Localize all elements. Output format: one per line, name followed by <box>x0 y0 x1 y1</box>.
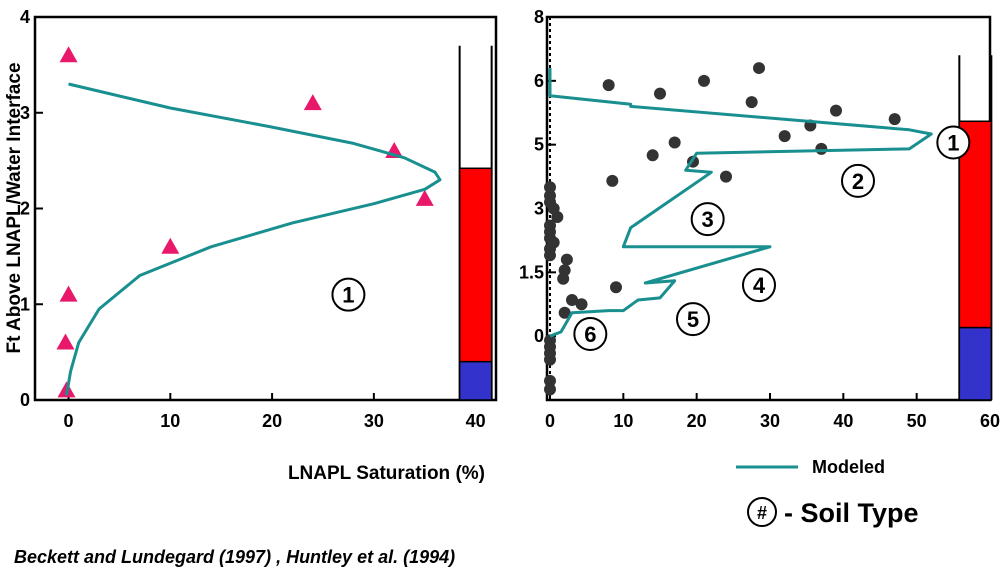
right-measured-dot <box>566 293 578 306</box>
left-xtick-label: 20 <box>262 411 282 431</box>
right-xtick-label: 50 <box>907 411 927 431</box>
left-ytick-label: 1 <box>20 294 30 314</box>
right-chart: 8 6 5 3 1.5 0 0 10 20 30 40 50 60 1 2 3 4 5 6 <box>519 7 1000 431</box>
left-plot-frame <box>33 15 498 402</box>
right-xtick-label: 60 <box>980 411 1000 431</box>
right-depth-column <box>958 55 993 401</box>
left-xtick-label: 10 <box>160 411 180 431</box>
right-xtick-label: 40 <box>833 411 853 431</box>
y-axis-label: Ft Above LNAPL/Water Interface <box>4 62 25 353</box>
left-measured-triangle <box>56 333 75 350</box>
right-soil-label-circle <box>936 125 971 160</box>
left-chart: 0 1 2 3 4 0 10 20 30 40 1 <box>20 7 498 431</box>
right-measured-dot <box>544 383 556 396</box>
right-series <box>544 62 933 396</box>
right-soil-label-circle <box>690 202 725 237</box>
left-measured-triangle <box>303 94 322 111</box>
right-measured-dot <box>830 104 842 117</box>
right-ytick-label: 1.5 <box>519 262 544 282</box>
right-measured-dot <box>753 62 765 75</box>
right-soil-label-circle <box>676 302 710 337</box>
left-ytick-label: 4 <box>20 7 30 27</box>
right-soil-label-circle <box>573 317 608 352</box>
right-measured-dot <box>602 79 615 92</box>
right-measured-dot <box>575 298 588 311</box>
right-measured-dot <box>698 74 710 87</box>
right-water-zone <box>958 326 993 401</box>
right-ytick-label: 8 <box>534 7 544 27</box>
left-y-ticks: 0 1 2 3 4 <box>20 7 43 410</box>
right-ytick-label: 0 <box>534 326 544 346</box>
left-lnapl-zone <box>458 167 493 363</box>
left-soil-labels: 1 <box>331 277 366 312</box>
right-measured-dot <box>778 130 791 143</box>
right-x-ticks: 0 10 20 30 40 50 60 <box>545 393 1000 431</box>
right-measured-dot <box>557 272 570 285</box>
left-soil-label: 1 <box>342 283 354 308</box>
left-x-ticks: 0 10 20 30 40 <box>64 393 486 431</box>
citation: Beckett and Lundegard (1997) , Huntley e… <box>14 547 455 567</box>
left-soil-label-circle <box>331 277 366 312</box>
right-soil-label: 6 <box>584 322 596 347</box>
left-xtick-label: 0 <box>64 411 74 431</box>
right-xtick-label: 0 <box>545 411 555 431</box>
legend-soil-symbol-circle <box>747 497 777 527</box>
right-ytick-label: 3 <box>534 199 544 219</box>
right-measured-dot <box>560 253 573 266</box>
right-measured-dot <box>888 113 901 126</box>
right-ytick-label: 6 <box>534 71 544 91</box>
left-measured-triangle <box>415 189 434 206</box>
left-water-zone <box>458 360 493 401</box>
right-modeled-line <box>548 68 933 338</box>
x-axis-label: LNAPL Saturation (%) <box>288 463 485 484</box>
legend: Modeled # - Soil Type <box>736 457 919 528</box>
right-xtick-label: 30 <box>760 411 780 431</box>
right-soil-label: 2 <box>852 169 864 194</box>
right-measured-dot <box>544 374 556 387</box>
left-depth-column <box>458 45 493 401</box>
left-ytick-label: 3 <box>20 103 30 123</box>
left-ytick-label: 2 <box>20 199 30 219</box>
right-plot-frame <box>545 15 992 402</box>
left-xtick-label: 40 <box>466 411 486 431</box>
left-measured-triangle <box>59 285 78 302</box>
right-measured-dot <box>606 174 619 187</box>
right-measured-dot <box>745 96 758 109</box>
right-measured-dot <box>610 281 622 294</box>
right-measured-dot <box>815 142 828 155</box>
left-ytick-label: 0 <box>20 390 30 410</box>
right-ytick-label: 5 <box>534 135 544 155</box>
right-measured-dot <box>544 181 556 194</box>
legend-soil-symbol: # <box>757 503 767 523</box>
right-xtick-label: 10 <box>613 411 633 431</box>
right-measured-dot <box>668 136 681 149</box>
right-measured-dot <box>544 249 556 262</box>
left-measured-triangle <box>161 237 180 254</box>
left-modeled-line <box>65 82 442 396</box>
right-measured-dot <box>558 306 571 319</box>
right-soil-label-circle <box>742 268 776 303</box>
right-soil-label: 1 <box>947 131 959 156</box>
right-soil-label: 3 <box>702 207 714 232</box>
right-measured-dot <box>551 211 564 224</box>
right-measured-dot <box>544 353 556 366</box>
legend-soil-type-label: - Soil Type <box>784 498 919 528</box>
right-lnapl-zone <box>958 120 993 329</box>
right-measured-dot <box>654 87 666 100</box>
left-series <box>56 46 442 398</box>
left-measured-triangle <box>59 46 78 63</box>
right-xtick-label: 20 <box>687 411 707 431</box>
right-soil-label: 4 <box>753 273 766 298</box>
right-soil-label: 5 <box>687 307 699 332</box>
right-measured-dot <box>646 149 659 162</box>
right-soil-label-circle <box>841 163 875 198</box>
legend-modeled-label: Modeled <box>812 457 885 477</box>
right-soil-labels: 1 2 3 4 5 6 <box>573 125 971 352</box>
right-measured-dot <box>720 170 732 183</box>
left-xtick-label: 30 <box>364 411 384 431</box>
